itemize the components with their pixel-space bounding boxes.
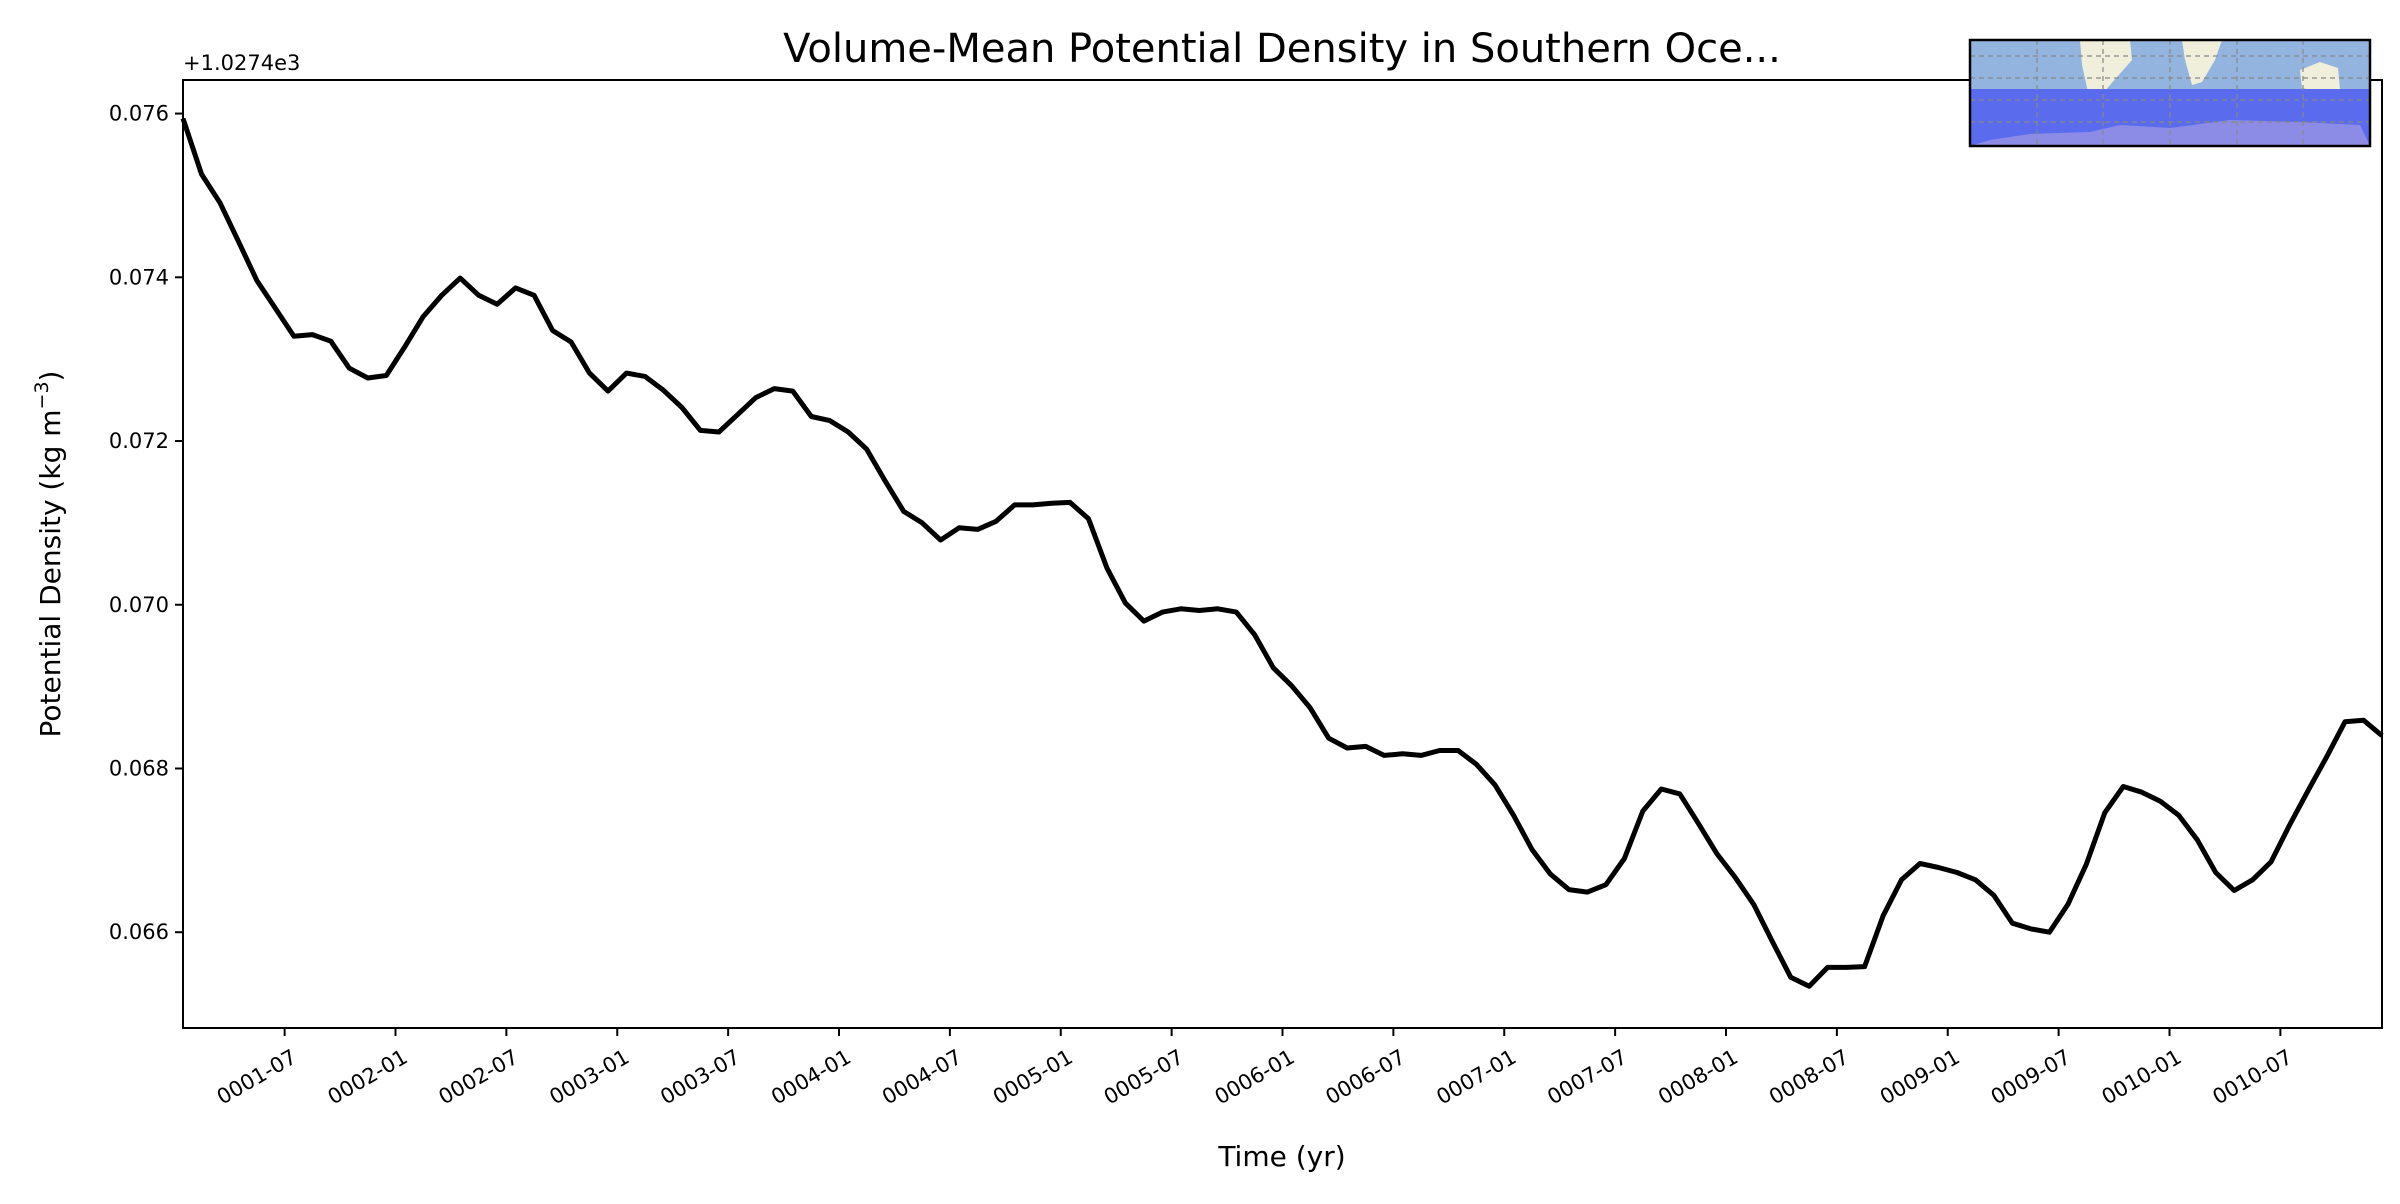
x-tick-label: 0001-07 [213,1045,301,1110]
x-tick-label: 0010-07 [2208,1045,2296,1110]
x-axis-ticks: 0001-07 0002-01 0002-07 0003-01 0003-07 0004-… [213,1028,2296,1110]
x-tick-label: 0007-07 [1543,1045,1631,1110]
x-tick-label: 0008-07 [1765,1045,1853,1110]
y-axis-ticks: 0.066 0.068 0.070 0.072 0.074 0.076 [109,102,183,944]
x-tick-label: 0009-07 [1987,1045,2075,1110]
x-tick-label: 0006-07 [1321,1045,1409,1110]
inset-australia [2300,62,2340,92]
y-tick-label: 0.072 [109,429,169,453]
inset-frame [1968,38,2372,148]
x-tick-label: 0004-07 [878,1045,966,1110]
inset-south-america [2080,40,2132,100]
y-axis-label-close: ) [34,371,67,382]
region-inset-map [1968,38,2372,148]
inset-africa [2182,40,2222,85]
y-axis-label: Potential Density (kg m−3) [31,371,67,738]
x-tick-label: 0008-01 [1654,1045,1742,1110]
y-tick-label: 0.066 [109,920,169,944]
y-tick-label: 0.074 [109,265,169,289]
y-axis-label-superscript: −3 [31,381,53,409]
y-axis-label-text: Potential Density (kg m [34,409,67,737]
x-tick-label: 0007-01 [1432,1045,1520,1110]
x-tick-label: 0004-01 [767,1045,855,1110]
x-axis-label: Time (yr) [1217,1140,1345,1173]
series-line-potential-density [180,117,2384,989]
x-tick-label: 0010-01 [2098,1045,2186,1110]
x-tick-label: 0006-01 [1211,1045,1299,1110]
x-tick-label: 0009-01 [1876,1045,1964,1110]
x-tick-label: 0005-07 [1100,1045,1188,1110]
chart-title: Volume-Mean Potential Density in Souther… [783,26,1781,72]
x-tick-label: 0003-07 [656,1045,744,1110]
y-tick-label: 0.076 [109,102,169,126]
x-tick-label: 0002-01 [324,1045,412,1110]
y-tick-label: 0.068 [109,756,169,780]
x-tick-label: 0002-07 [434,1045,522,1110]
plot-frame [182,79,2383,1029]
y-tick-label: 0.070 [109,593,169,617]
x-tick-label: 0003-01 [545,1045,633,1110]
x-tick-label: 0005-01 [989,1045,1077,1110]
y-offset-text: +1.0274e3 [183,51,300,75]
inset-gridlines [1970,40,2370,146]
